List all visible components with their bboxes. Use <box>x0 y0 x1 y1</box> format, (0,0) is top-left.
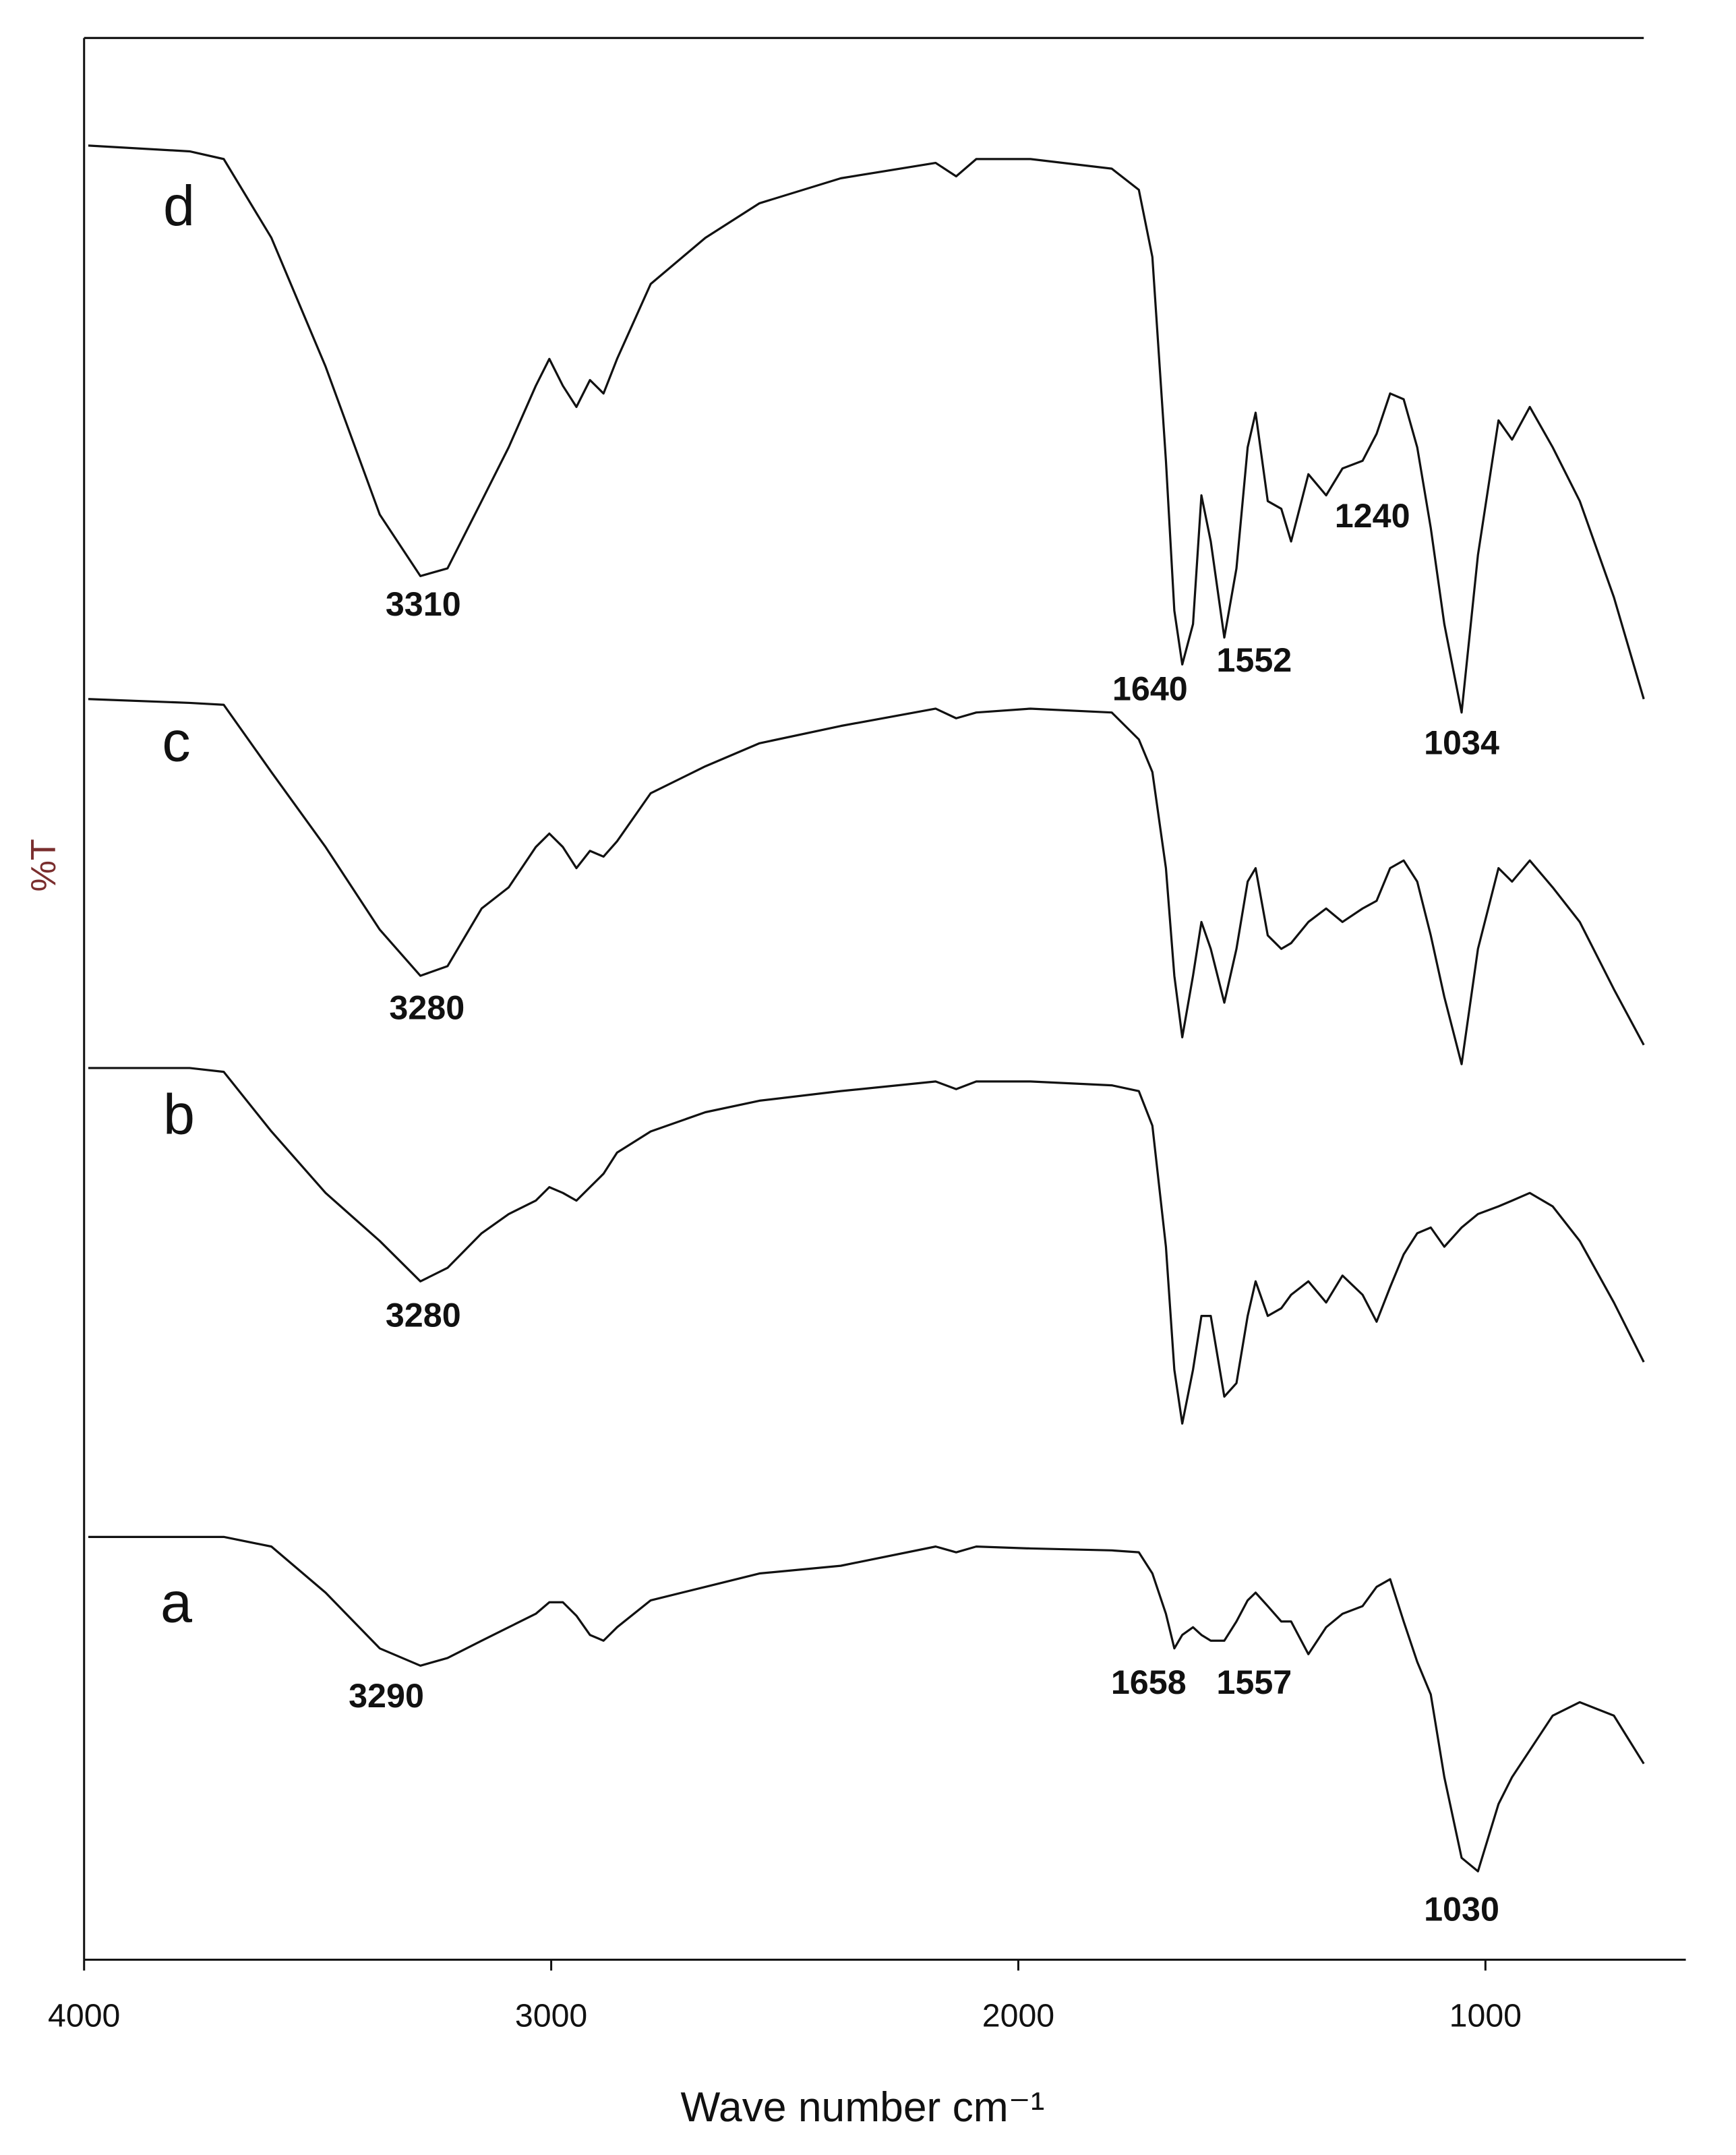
spectrum-line <box>88 144 1645 714</box>
peak-label: 3280 <box>389 988 465 1027</box>
series-label: d <box>163 174 195 237</box>
peak-label: 1030 <box>1424 1889 1499 1928</box>
x-axis-label: Wave number cm⁻¹ <box>680 2084 1044 2131</box>
peak-label: 1640 <box>1112 670 1188 708</box>
peak-label: 3280 <box>386 1296 461 1334</box>
spectrum-line <box>88 1535 1645 1872</box>
peak-label: 1034 <box>1424 723 1499 761</box>
peak-label: 1552 <box>1216 641 1292 679</box>
x-tick-label: 2000 <box>982 1998 1054 2034</box>
spectrum-line <box>88 1067 1645 1425</box>
series-label: b <box>163 1083 195 1146</box>
peak-label: 3290 <box>349 1676 424 1715</box>
peak-label: 3310 <box>386 585 461 623</box>
x-tick-label: 3000 <box>515 1998 587 2034</box>
x-tick-label: 4000 <box>48 1998 120 2034</box>
spectrum-line <box>88 698 1645 1065</box>
series-label: a <box>160 1571 192 1634</box>
peak-label: 1240 <box>1335 496 1410 535</box>
x-tick-label: 1000 <box>1449 1998 1522 2034</box>
peak-label: 1658 <box>1111 1663 1187 1701</box>
peak-label: 1557 <box>1216 1663 1292 1701</box>
y-axis-label: %T <box>24 839 63 891</box>
series-label: c <box>162 710 190 773</box>
